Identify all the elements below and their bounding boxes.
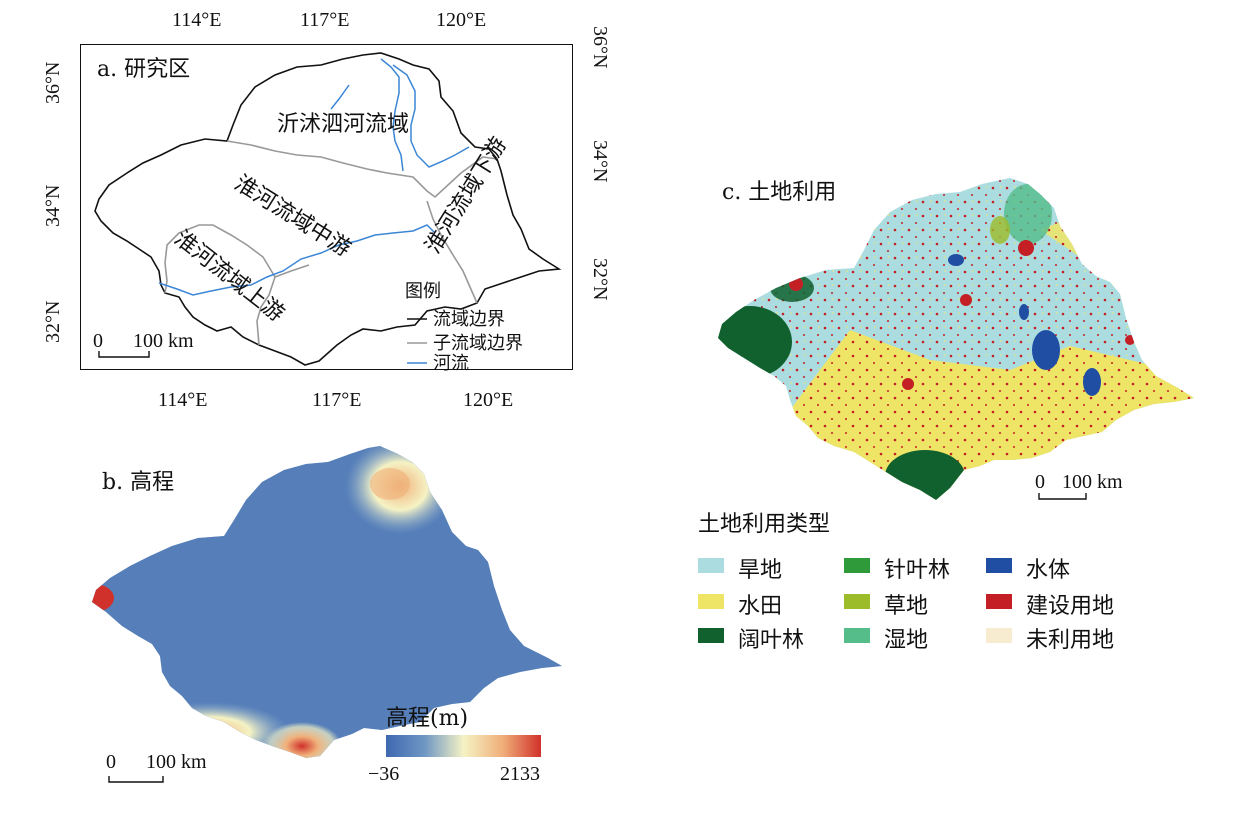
land-use-legend-title: 土地利用类型	[698, 512, 831, 537]
scale-b-zero: 0	[106, 751, 116, 773]
top-tick-120: 120°E	[436, 9, 487, 31]
basin-boundary	[94, 52, 562, 366]
colorbar-min-label: −36	[368, 763, 400, 785]
legend-label-subbasin: 子流域边界	[433, 333, 523, 354]
legend-title-a: 图例	[405, 281, 441, 302]
sub-boundary-lower	[426, 200, 478, 304]
scale-bar-a	[98, 351, 150, 358]
legend-swatch-builtup	[986, 594, 1012, 609]
study-area-map-frame: 沂沭泗河流域 淮河流域中游 淮河流域上游 淮河流域下游 图例 流域边界 子流域边…	[80, 44, 573, 371]
bottom-tick-120: 120°E	[463, 389, 514, 411]
right-tick-36n: 36°N	[589, 26, 611, 69]
river-yishu	[330, 58, 470, 172]
left-tick-34n: 34°N	[42, 184, 64, 227]
right-tick-34n: 34°N	[589, 140, 611, 183]
bottom-tick-117: 117°E	[312, 389, 362, 411]
legend-label-builtup: 建设用地	[1026, 594, 1115, 619]
elevation-map	[92, 446, 562, 758]
legend-label-conifer: 针叶林	[884, 558, 951, 583]
river-huai	[158, 224, 436, 296]
legend-swatch-water	[986, 558, 1012, 573]
scale-a-zero: 0	[93, 330, 103, 352]
legend-label-river: 河流	[433, 353, 469, 371]
colorbar-title: 高程(m)	[386, 706, 469, 731]
legend-swatch-broadleaf	[698, 628, 724, 643]
scale-b-dist: 100 km	[146, 751, 207, 773]
legend-swatch-conifer	[844, 558, 870, 573]
land-use-map	[718, 178, 1194, 500]
legend-swatch-grassland	[844, 594, 870, 609]
region-label-upper: 淮河流域上游	[169, 226, 288, 327]
right-tick-32n: 32°N	[589, 258, 611, 301]
legend-label-dryland: 旱地	[738, 558, 783, 583]
region-label-yishusi: 沂沭泗河流域	[277, 112, 409, 137]
sub-boundary-north	[226, 140, 498, 199]
legend-swatch-dryland	[698, 558, 724, 573]
legend-label-paddy: 水田	[738, 594, 783, 619]
region-label-middle: 淮河流域中游	[230, 171, 355, 262]
panel-c-title: c. 土地利用	[722, 180, 837, 205]
legend-label-grassland: 草地	[884, 594, 929, 619]
legend-label-wetland: 湿地	[884, 628, 929, 653]
scale-c-zero: 0	[1035, 471, 1045, 493]
legend-label-water: 水体	[1026, 558, 1071, 583]
colorbar-max-label: 2133	[500, 763, 540, 785]
legend-label-broadleaf: 阔叶林	[738, 628, 805, 653]
scale-c-dist: 100 km	[1062, 471, 1123, 493]
scale-bar-b	[108, 776, 164, 783]
legend-swatch-paddy	[698, 594, 724, 609]
bottom-tick-114: 114°E	[158, 389, 208, 411]
legend-swatch-unused	[986, 628, 1012, 643]
scale-bar-c	[1038, 493, 1087, 500]
study-area-map: 沂沭泗河流域 淮河流域中游 淮河流域上游 淮河流域下游 图例 流域边界 子流域边…	[94, 52, 562, 371]
left-tick-36n: 36°N	[42, 61, 64, 104]
scale-a-dist: 100 km	[133, 330, 194, 352]
left-tick-32n: 32°N	[42, 300, 64, 343]
top-tick-114: 114°E	[172, 9, 222, 31]
legend-label-unused: 未利用地	[1026, 628, 1115, 653]
panel-b-title: b. 高程	[102, 470, 175, 495]
top-tick-117: 117°E	[300, 9, 350, 31]
panel-a-title: a. 研究区	[97, 57, 191, 82]
legend-label-basin: 流域边界	[433, 309, 505, 330]
region-label-lower: 淮河流域下游	[421, 133, 512, 258]
elevation-colorbar	[386, 735, 541, 757]
legend-swatch-wetland	[844, 628, 870, 643]
